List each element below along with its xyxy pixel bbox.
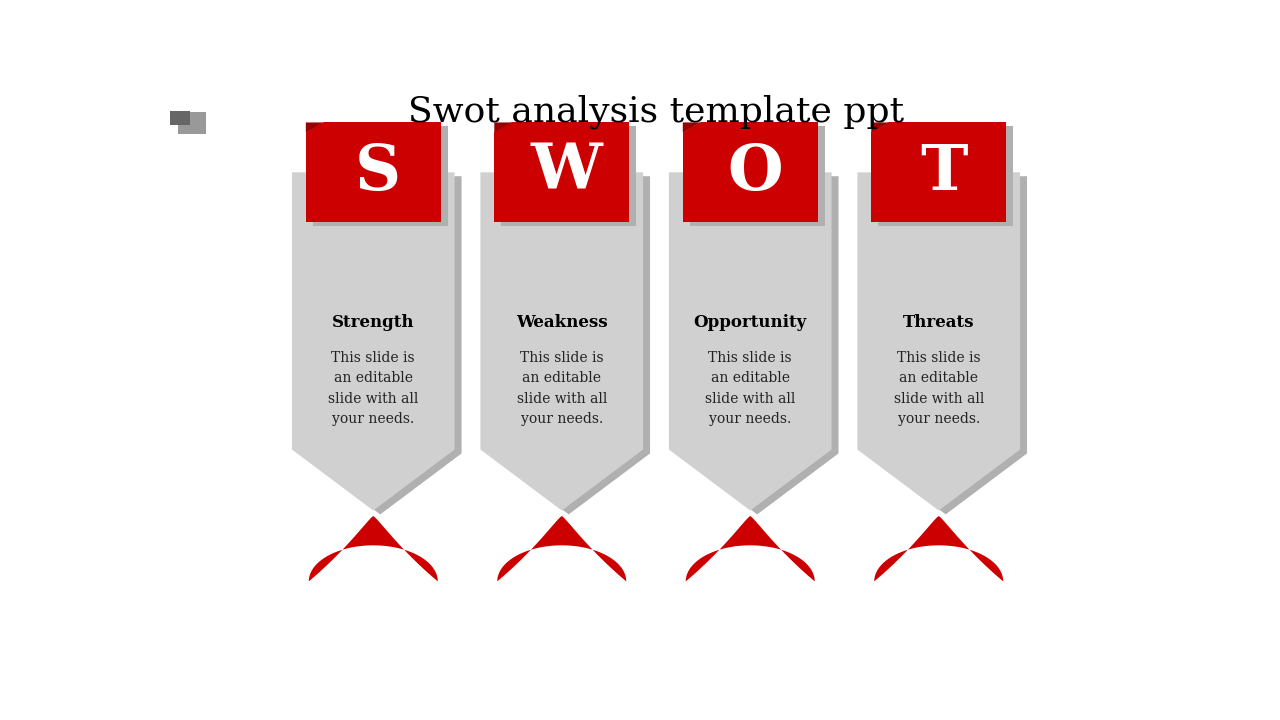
Polygon shape bbox=[292, 172, 454, 510]
Text: Weakness: Weakness bbox=[516, 313, 608, 330]
Polygon shape bbox=[874, 516, 1004, 581]
Polygon shape bbox=[872, 122, 1006, 222]
Text: Swot analysis template ppt: Swot analysis template ppt bbox=[408, 94, 904, 129]
Polygon shape bbox=[312, 126, 448, 226]
Text: T: T bbox=[920, 142, 968, 203]
Text: Threats: Threats bbox=[902, 313, 974, 330]
Polygon shape bbox=[864, 176, 1027, 514]
Polygon shape bbox=[676, 176, 838, 514]
Polygon shape bbox=[308, 516, 438, 581]
Polygon shape bbox=[686, 516, 814, 581]
Polygon shape bbox=[300, 176, 462, 514]
Text: O: O bbox=[727, 142, 783, 203]
Polygon shape bbox=[494, 122, 512, 132]
Polygon shape bbox=[682, 122, 818, 222]
Polygon shape bbox=[669, 172, 832, 510]
Polygon shape bbox=[480, 172, 643, 510]
Text: This slide is
an editable
slide with all
your needs.: This slide is an editable slide with all… bbox=[893, 351, 984, 426]
Text: !: ! bbox=[934, 575, 942, 593]
FancyBboxPatch shape bbox=[170, 112, 189, 125]
Polygon shape bbox=[306, 122, 440, 222]
Polygon shape bbox=[498, 516, 626, 581]
Text: Strength: Strength bbox=[332, 313, 415, 330]
Polygon shape bbox=[306, 122, 324, 132]
Polygon shape bbox=[502, 126, 636, 226]
Polygon shape bbox=[878, 126, 1014, 226]
FancyBboxPatch shape bbox=[178, 112, 206, 133]
Text: S: S bbox=[355, 142, 402, 203]
Text: This slide is
an editable
slide with all
your needs.: This slide is an editable slide with all… bbox=[517, 351, 607, 426]
Polygon shape bbox=[858, 172, 1020, 510]
Polygon shape bbox=[690, 126, 824, 226]
Polygon shape bbox=[682, 122, 700, 132]
Polygon shape bbox=[488, 176, 650, 514]
Text: W: W bbox=[531, 142, 603, 203]
Text: Opportunity: Opportunity bbox=[694, 313, 806, 330]
Text: This slide is
an editable
slide with all
your needs.: This slide is an editable slide with all… bbox=[328, 351, 419, 426]
Polygon shape bbox=[494, 122, 630, 222]
Polygon shape bbox=[872, 122, 890, 132]
Text: This slide is
an editable
slide with all
your needs.: This slide is an editable slide with all… bbox=[705, 351, 795, 426]
